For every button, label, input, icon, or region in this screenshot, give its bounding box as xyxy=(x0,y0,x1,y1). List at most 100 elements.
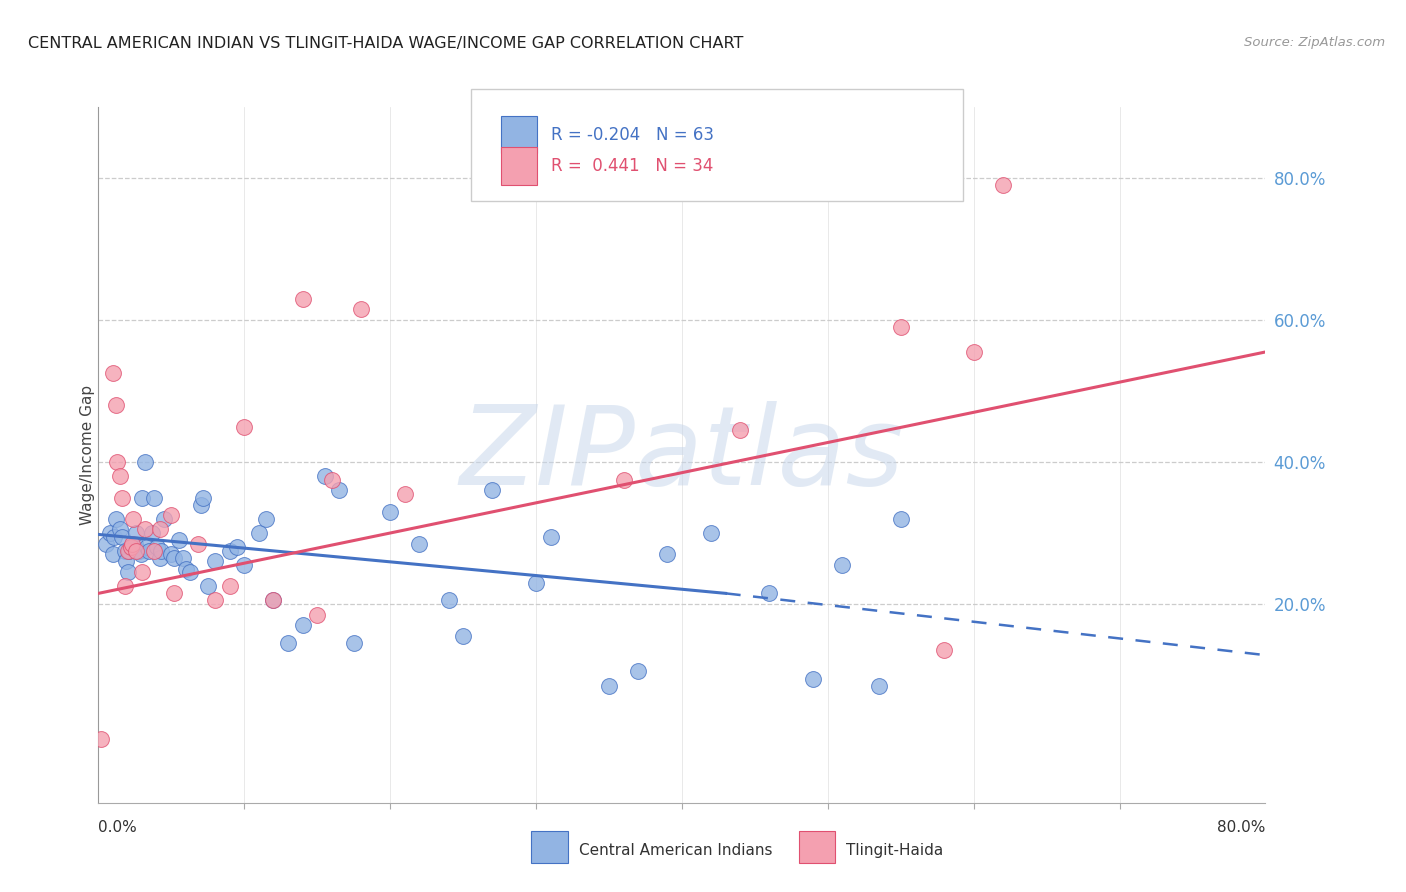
Point xyxy=(328,483,350,498)
Point xyxy=(247,526,270,541)
Point xyxy=(262,593,284,607)
Point xyxy=(291,292,314,306)
Text: 80.0%: 80.0% xyxy=(1218,821,1265,835)
Point xyxy=(179,565,201,579)
Point xyxy=(657,547,679,561)
Point xyxy=(233,419,256,434)
Point xyxy=(314,469,336,483)
Point xyxy=(124,536,146,550)
Point xyxy=(540,530,562,544)
Point xyxy=(134,455,156,469)
Point xyxy=(125,526,148,541)
Point xyxy=(730,423,752,437)
Point xyxy=(167,533,190,548)
Point xyxy=(172,550,194,565)
Point xyxy=(598,679,620,693)
Text: R = -0.204   N = 63: R = -0.204 N = 63 xyxy=(551,126,714,144)
Text: 0.0%: 0.0% xyxy=(98,821,138,835)
Point xyxy=(481,483,503,498)
Point xyxy=(146,540,169,554)
Point xyxy=(98,526,121,541)
Point xyxy=(163,586,186,600)
Y-axis label: Wage/Income Gap: Wage/Income Gap xyxy=(80,384,94,525)
Point xyxy=(868,679,890,693)
Point xyxy=(142,491,165,505)
Point xyxy=(134,523,156,537)
Point xyxy=(142,543,165,558)
Text: R =  0.441   N = 34: R = 0.441 N = 34 xyxy=(551,157,713,175)
Point xyxy=(125,543,148,558)
Point xyxy=(153,512,176,526)
Point xyxy=(120,540,142,554)
Point xyxy=(149,523,172,537)
Point xyxy=(233,558,256,572)
Point xyxy=(141,526,163,541)
Point xyxy=(131,491,153,505)
Point xyxy=(307,607,329,622)
Point xyxy=(991,178,1014,193)
Point xyxy=(110,469,132,483)
Point xyxy=(226,540,249,554)
Point xyxy=(890,512,912,526)
Point xyxy=(115,554,138,568)
Point xyxy=(193,491,215,505)
Point xyxy=(149,550,172,565)
Point xyxy=(111,491,134,505)
Point xyxy=(90,731,112,746)
Point xyxy=(394,487,416,501)
Point xyxy=(128,543,150,558)
Point xyxy=(114,579,136,593)
Point xyxy=(408,536,430,550)
Point xyxy=(135,540,157,554)
Point xyxy=(197,579,219,593)
Point xyxy=(187,536,209,550)
Point xyxy=(120,540,142,554)
Point xyxy=(890,320,912,334)
Point xyxy=(218,543,240,558)
Point xyxy=(437,593,460,607)
Point xyxy=(129,547,152,561)
Point xyxy=(114,543,136,558)
Point xyxy=(831,558,853,572)
Point xyxy=(138,543,160,558)
Point xyxy=(94,536,117,550)
Point xyxy=(218,579,240,593)
Point xyxy=(613,473,636,487)
Point xyxy=(204,554,226,568)
Point xyxy=(118,543,141,558)
Point xyxy=(291,618,314,632)
Point xyxy=(163,550,186,565)
Point xyxy=(160,547,183,561)
Point xyxy=(801,672,824,686)
Point xyxy=(110,523,132,537)
Point xyxy=(103,530,125,544)
Point xyxy=(350,302,373,317)
Point xyxy=(104,398,127,412)
Point xyxy=(262,593,284,607)
Point xyxy=(380,505,402,519)
Point xyxy=(700,526,723,541)
Point xyxy=(962,345,984,359)
Point xyxy=(117,565,139,579)
Point xyxy=(131,565,153,579)
Point xyxy=(105,455,128,469)
Point xyxy=(190,498,212,512)
Point xyxy=(321,473,343,487)
Point xyxy=(111,530,134,544)
Text: ZIPatlas: ZIPatlas xyxy=(460,401,904,508)
Point xyxy=(758,586,780,600)
Point xyxy=(122,512,145,526)
Point xyxy=(934,643,956,657)
Point xyxy=(160,508,183,523)
Point xyxy=(117,543,139,558)
Point xyxy=(204,593,226,607)
Point xyxy=(627,665,650,679)
Point xyxy=(101,366,124,380)
Text: Tlingit-Haida: Tlingit-Haida xyxy=(846,843,943,857)
Point xyxy=(254,512,277,526)
Text: CENTRAL AMERICAN INDIAN VS TLINGIT-HAIDA WAGE/INCOME GAP CORRELATION CHART: CENTRAL AMERICAN INDIAN VS TLINGIT-HAIDA… xyxy=(28,36,744,51)
Text: Central American Indians: Central American Indians xyxy=(579,843,773,857)
Point xyxy=(277,636,299,650)
Text: Source: ZipAtlas.com: Source: ZipAtlas.com xyxy=(1244,36,1385,49)
Point xyxy=(451,629,474,643)
